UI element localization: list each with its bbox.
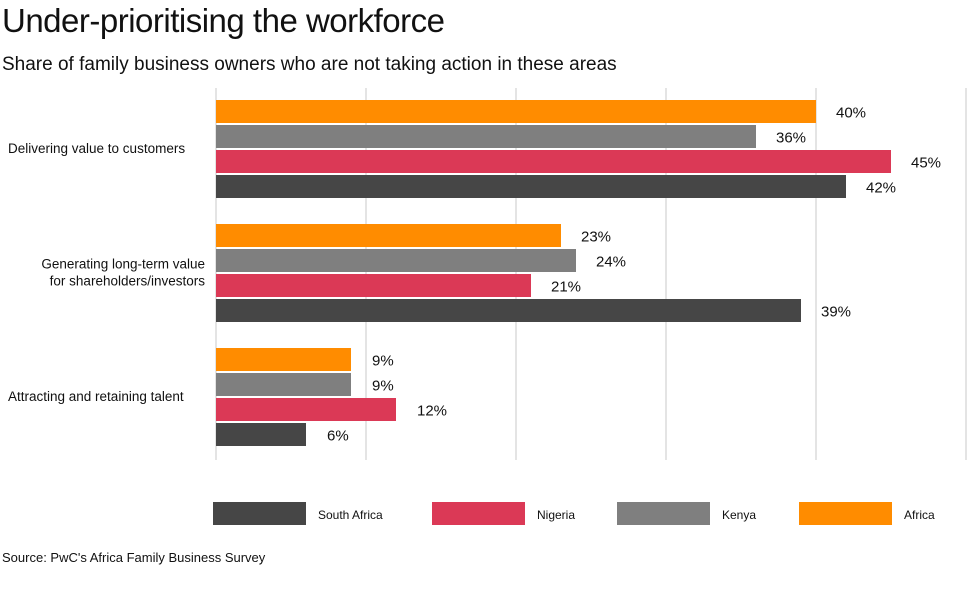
bar-kenya <box>216 249 576 272</box>
data-label: 9% <box>372 378 394 395</box>
data-label: 6% <box>327 428 349 445</box>
data-label: 39% <box>821 304 851 321</box>
data-label: 23% <box>581 229 611 246</box>
bar-africa <box>216 224 561 247</box>
legend-swatch <box>799 502 892 525</box>
chart-title: Under-prioritising the workforce <box>2 2 445 39</box>
data-label: 36% <box>776 130 806 147</box>
data-label: 12% <box>417 403 447 420</box>
data-label: 45% <box>911 155 941 172</box>
data-label: 21% <box>551 279 581 296</box>
legend-label: Africa <box>904 508 935 522</box>
legend-label: Kenya <box>722 508 756 522</box>
bar-africa <box>216 100 816 123</box>
bar-nigeria <box>216 274 531 297</box>
data-label: 40% <box>836 105 866 122</box>
chart-subtitle: Share of family business owners who are … <box>2 54 617 75</box>
bar-south-africa <box>216 299 801 322</box>
data-label: 42% <box>866 180 896 197</box>
category-label: Generating long-term value for shareholde… <box>41 257 205 289</box>
bar-south-africa <box>216 423 306 446</box>
category-label: Delivering value to customers <box>8 141 185 156</box>
data-label: 9% <box>372 353 394 370</box>
bar-africa <box>216 348 351 371</box>
category-label: Attracting and retaining talent <box>8 389 184 404</box>
bar-nigeria <box>216 150 891 173</box>
bar-south-africa <box>216 175 846 198</box>
legend-label: South Africa <box>318 508 383 522</box>
legend-swatch <box>432 502 525 525</box>
legend-swatch <box>617 502 710 525</box>
source-note: Source: PwC's Africa Family Business Sur… <box>2 550 266 565</box>
bar-kenya <box>216 125 756 148</box>
legend-label: Nigeria <box>537 508 575 522</box>
data-label: 24% <box>596 254 626 271</box>
bar-kenya <box>216 373 351 396</box>
bar-nigeria <box>216 398 396 421</box>
legend-swatch <box>213 502 306 525</box>
